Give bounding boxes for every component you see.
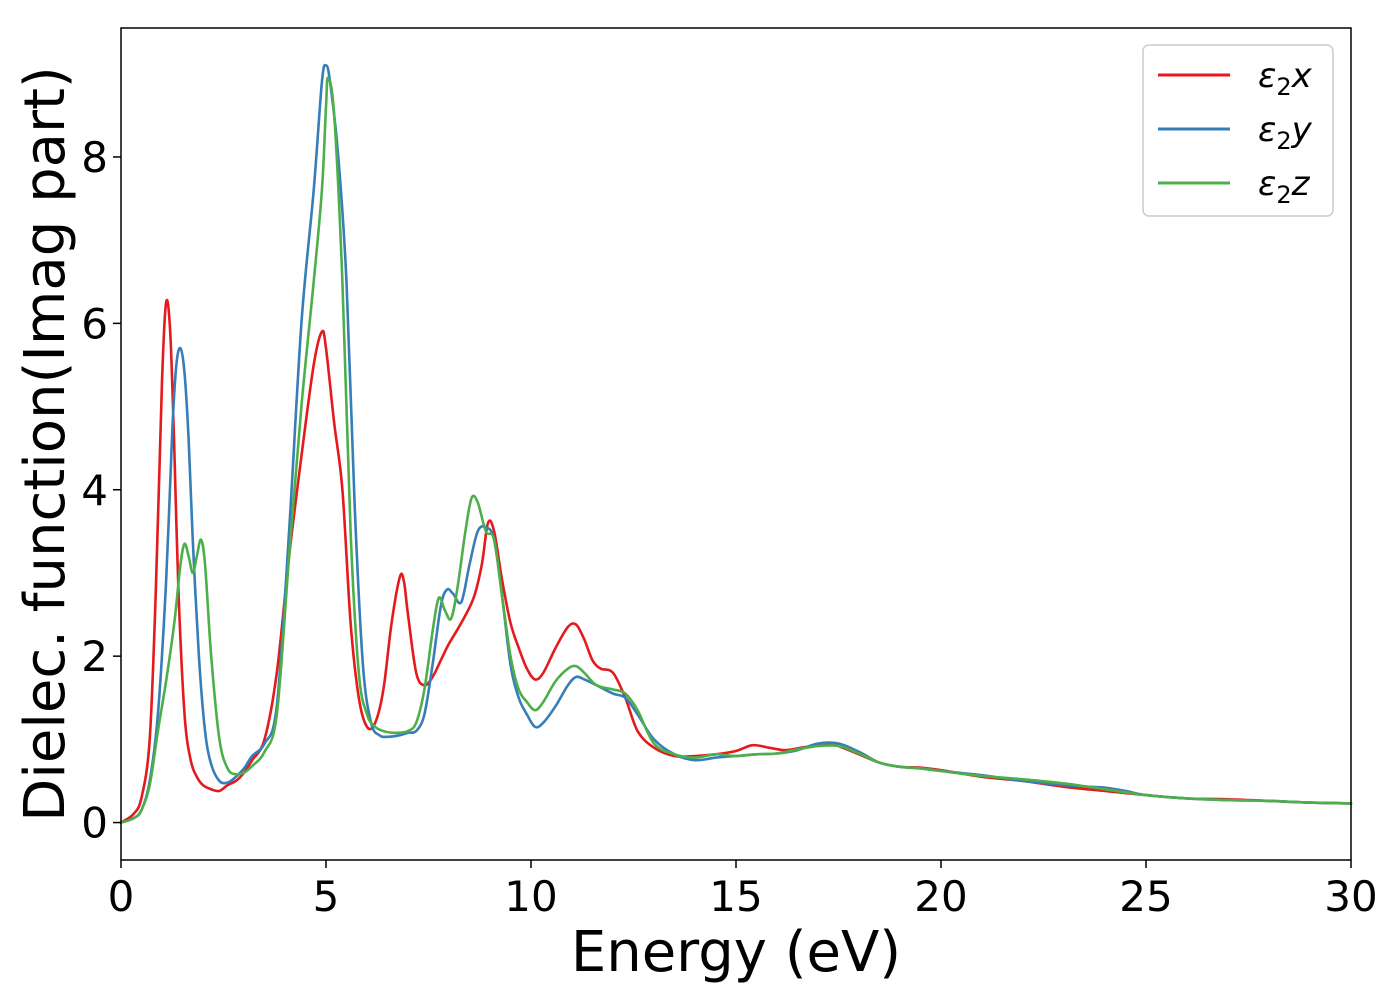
legend-label-y: ε2y: [1258, 110, 1313, 155]
x-tick-label: 5: [313, 872, 340, 921]
x-tick-label: 25: [1119, 872, 1172, 921]
legend-label-z: ε2z: [1258, 164, 1311, 209]
series-line-z: [119, 76, 1353, 824]
legend: ε2x ε2y ε2z: [1142, 44, 1334, 217]
y-tick-label: 8: [81, 133, 108, 182]
series-lines-layer: [119, 63, 1353, 824]
y-axis-title: Dielec. function(Imag part): [13, 66, 78, 822]
x-tick-label: 0: [108, 872, 135, 921]
y-tick-label: 2: [81, 632, 108, 681]
x-tick-label: 10: [504, 872, 557, 921]
x-tick-label: 30: [1324, 872, 1377, 921]
legend-box: [1142, 44, 1334, 217]
x-axis-title: Energy (eV): [571, 920, 901, 985]
legend-entries: ε2x ε2y ε2z: [1158, 56, 1313, 209]
y-tick-label: 6: [81, 299, 108, 348]
axis-tick-labels-layer: 0 5 10 15 20 25 30 0 2 4 6 8: [81, 133, 1377, 921]
y-tick-label: 4: [81, 466, 108, 515]
x-tick-label: 15: [709, 872, 762, 921]
axis-ticks-layer: [113, 156, 1352, 868]
y-tick-label: 0: [81, 799, 108, 848]
legend-label-x: ε2x: [1258, 56, 1313, 101]
x-tick-label: 20: [914, 872, 967, 921]
